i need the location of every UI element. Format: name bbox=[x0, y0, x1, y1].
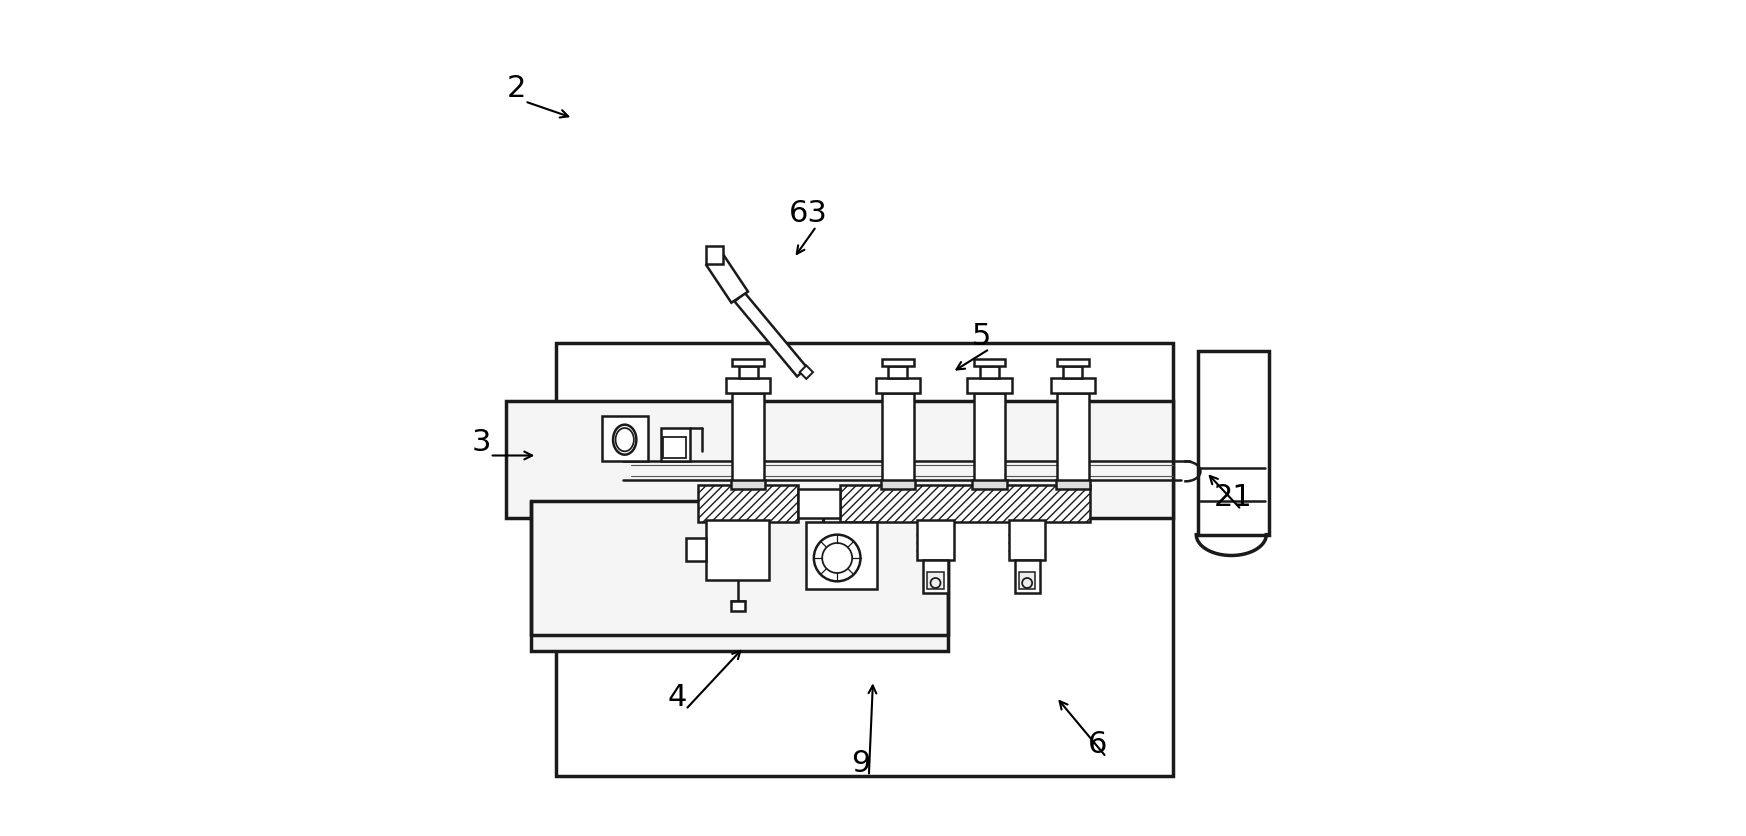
Polygon shape bbox=[735, 293, 807, 376]
Bar bbox=[686, 538, 707, 561]
Bar bbox=[1056, 481, 1091, 489]
Bar bbox=[531, 502, 948, 651]
Bar bbox=[1056, 393, 1090, 485]
Text: 9: 9 bbox=[850, 749, 870, 778]
Bar bbox=[917, 520, 953, 559]
Bar bbox=[732, 359, 763, 366]
Text: 2: 2 bbox=[506, 74, 526, 104]
Bar bbox=[807, 522, 876, 589]
Bar bbox=[1056, 359, 1090, 366]
Polygon shape bbox=[707, 254, 747, 303]
Text: 4: 4 bbox=[667, 683, 686, 711]
Text: 5: 5 bbox=[971, 322, 992, 351]
Bar bbox=[924, 559, 948, 593]
Bar bbox=[927, 572, 945, 589]
Bar bbox=[739, 366, 758, 378]
Bar bbox=[730, 481, 765, 489]
Polygon shape bbox=[800, 365, 814, 379]
Bar bbox=[840, 485, 1090, 522]
Text: 63: 63 bbox=[789, 199, 828, 228]
Bar bbox=[698, 485, 798, 522]
Bar bbox=[660, 428, 690, 461]
Bar bbox=[1009, 520, 1046, 559]
Bar bbox=[1014, 559, 1039, 593]
Bar bbox=[732, 393, 763, 485]
Bar bbox=[602, 415, 648, 461]
Bar bbox=[1051, 378, 1095, 393]
Bar bbox=[973, 481, 1007, 489]
Bar bbox=[1198, 351, 1269, 535]
Bar bbox=[974, 393, 1006, 485]
Bar bbox=[663, 437, 686, 458]
Bar bbox=[1063, 366, 1083, 378]
Bar bbox=[880, 481, 915, 489]
Bar bbox=[980, 366, 999, 378]
Bar bbox=[876, 378, 920, 393]
Bar bbox=[707, 521, 768, 580]
Bar bbox=[732, 601, 746, 611]
Bar bbox=[882, 393, 913, 485]
Bar bbox=[889, 366, 908, 378]
Bar bbox=[557, 343, 1173, 777]
Bar bbox=[1020, 572, 1035, 589]
Bar bbox=[882, 359, 913, 366]
Bar bbox=[974, 359, 1006, 366]
Text: 21: 21 bbox=[1213, 482, 1252, 512]
Bar bbox=[506, 401, 1173, 518]
Bar bbox=[798, 489, 840, 518]
Text: 3: 3 bbox=[471, 429, 491, 457]
Bar bbox=[726, 378, 770, 393]
Bar bbox=[967, 378, 1013, 393]
Text: 6: 6 bbox=[1088, 730, 1107, 759]
Bar bbox=[707, 246, 723, 264]
